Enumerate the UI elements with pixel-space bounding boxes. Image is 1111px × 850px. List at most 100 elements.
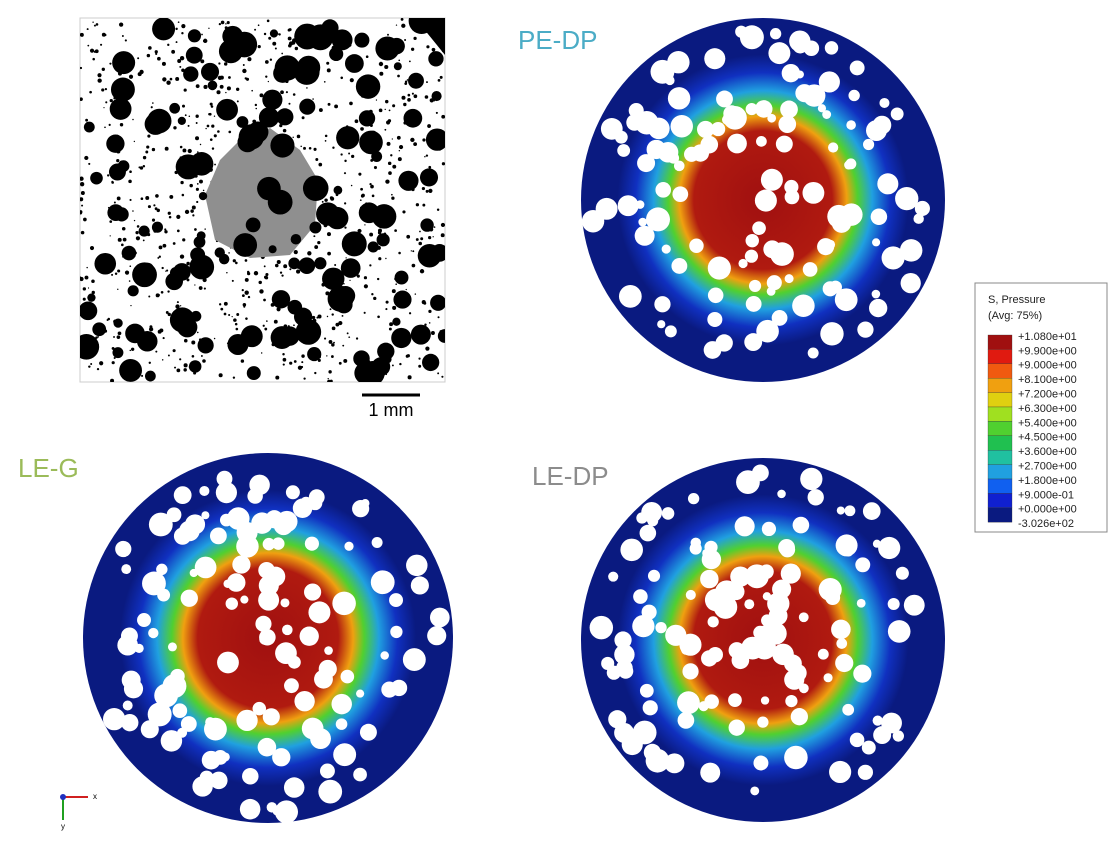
pore bbox=[138, 166, 141, 169]
particle bbox=[425, 128, 445, 151]
pore bbox=[407, 93, 411, 97]
inclusion bbox=[352, 500, 370, 518]
pore bbox=[410, 47, 415, 51]
inclusion bbox=[142, 571, 166, 596]
corner bbox=[415, 18, 445, 55]
pore bbox=[379, 71, 384, 76]
inclusion bbox=[620, 538, 643, 562]
pore bbox=[301, 361, 304, 364]
pore bbox=[427, 124, 431, 128]
particle bbox=[302, 175, 329, 202]
pore bbox=[113, 336, 115, 338]
pore bbox=[244, 277, 249, 282]
pore bbox=[133, 219, 136, 222]
pore bbox=[167, 290, 170, 293]
particle bbox=[298, 257, 316, 275]
pore bbox=[441, 162, 445, 166]
pore bbox=[279, 123, 283, 128]
pore bbox=[226, 21, 230, 25]
inclusion bbox=[823, 673, 833, 683]
pore bbox=[351, 154, 355, 159]
pore bbox=[113, 201, 116, 204]
pore bbox=[282, 352, 285, 356]
inclusion bbox=[756, 135, 767, 147]
pore bbox=[97, 78, 102, 83]
pore bbox=[267, 80, 270, 83]
inclusion bbox=[822, 110, 832, 119]
inclusion bbox=[745, 233, 759, 248]
pore bbox=[349, 78, 354, 83]
pore bbox=[400, 18, 404, 21]
pore bbox=[178, 370, 180, 373]
pore bbox=[187, 124, 190, 127]
inclusion bbox=[877, 173, 899, 195]
inclusion bbox=[903, 594, 925, 616]
inclusion bbox=[750, 786, 760, 796]
pore bbox=[187, 148, 192, 154]
pore bbox=[297, 365, 303, 370]
inclusion bbox=[778, 115, 797, 134]
pore bbox=[194, 228, 197, 231]
pore bbox=[424, 323, 427, 327]
pore bbox=[257, 45, 261, 49]
inclusion bbox=[333, 743, 357, 767]
pore bbox=[419, 230, 421, 233]
pore bbox=[148, 327, 154, 332]
pore bbox=[186, 261, 190, 266]
inclusion bbox=[744, 599, 755, 610]
pore bbox=[124, 39, 127, 42]
pore bbox=[363, 284, 368, 289]
inclusion bbox=[137, 613, 152, 628]
pore bbox=[327, 378, 329, 380]
inclusion bbox=[744, 333, 763, 351]
pore bbox=[233, 318, 237, 322]
pore bbox=[202, 359, 206, 363]
inclusion bbox=[147, 702, 172, 727]
inclusion bbox=[744, 564, 769, 589]
inclusion bbox=[825, 590, 841, 606]
pore bbox=[269, 58, 273, 61]
pore bbox=[228, 130, 232, 134]
inclusion bbox=[344, 541, 354, 551]
particle bbox=[109, 98, 132, 120]
pore bbox=[179, 305, 182, 307]
pore bbox=[265, 273, 269, 277]
inclusion bbox=[870, 208, 888, 225]
pore bbox=[425, 346, 430, 351]
particle bbox=[293, 307, 313, 326]
pore bbox=[259, 93, 264, 98]
particle bbox=[403, 108, 423, 128]
pore bbox=[428, 236, 432, 240]
inclusion bbox=[154, 683, 178, 708]
pore bbox=[80, 210, 83, 214]
pore bbox=[420, 237, 424, 241]
particle bbox=[431, 91, 442, 102]
inclusion bbox=[802, 262, 818, 277]
pore bbox=[408, 312, 412, 315]
inclusion bbox=[272, 807, 281, 816]
pore bbox=[324, 134, 328, 138]
pore bbox=[148, 361, 151, 364]
inclusion bbox=[711, 121, 726, 137]
inclusion bbox=[589, 615, 614, 640]
pore bbox=[169, 77, 173, 81]
pore bbox=[164, 146, 169, 151]
inclusion bbox=[156, 563, 168, 576]
pore bbox=[195, 187, 199, 191]
pore bbox=[157, 56, 161, 61]
inclusion bbox=[632, 614, 655, 638]
particle bbox=[216, 98, 238, 121]
inclusion bbox=[727, 583, 745, 601]
particle bbox=[268, 245, 277, 254]
inclusion bbox=[215, 481, 237, 504]
pore bbox=[384, 108, 386, 111]
pore bbox=[391, 138, 393, 140]
legend-label: +0.000e+00 bbox=[1018, 504, 1077, 516]
inclusion bbox=[872, 715, 883, 726]
pore bbox=[80, 66, 83, 70]
pore bbox=[161, 359, 164, 361]
pore bbox=[279, 271, 283, 274]
pore bbox=[179, 254, 185, 259]
inclusion bbox=[753, 625, 767, 640]
inclusion bbox=[899, 239, 923, 262]
